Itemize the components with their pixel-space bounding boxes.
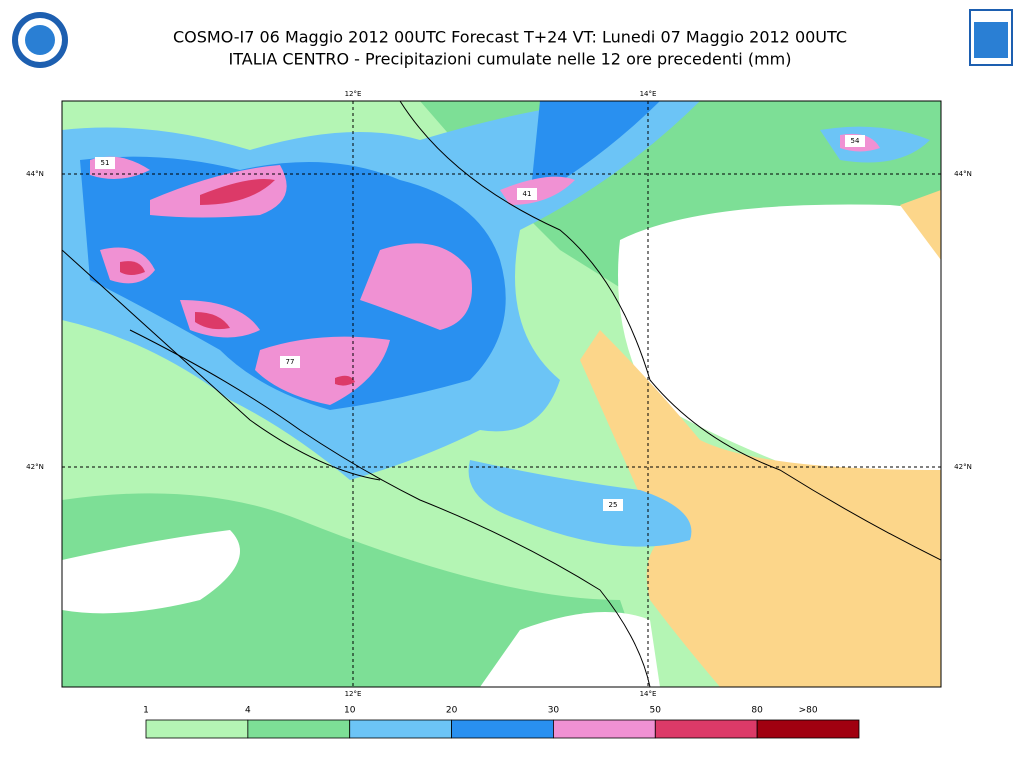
legend-swatch (451, 719, 554, 739)
maximum-label: 77 (286, 358, 295, 366)
legend-swatch (349, 719, 452, 739)
maximum-box (517, 188, 537, 200)
subtitle: ITALIA CENTRO - Precipitazioni cumulate … (229, 50, 792, 69)
map-frame (61, 100, 942, 688)
legend-swatch (247, 719, 351, 739)
legend-tick-label: 30 (548, 706, 560, 716)
maximum-box (95, 157, 115, 169)
precip-field (62, 101, 941, 687)
logo-left (12, 12, 68, 68)
lon-label: 12°E (345, 90, 362, 98)
lat-label: 44°N (26, 170, 44, 178)
lon-label: 14°E (640, 690, 657, 698)
maximum-box (603, 499, 623, 511)
maximum-label: 54 (851, 137, 860, 145)
legend-over-label: >80 (799, 706, 818, 716)
logo-right (969, 9, 1013, 66)
lat-label: 42°N (954, 463, 972, 471)
legend-tick-label: 20 (446, 706, 458, 716)
lat-label: 44°N (954, 170, 972, 178)
lat-label: 42°N (26, 463, 44, 471)
maximum-label: 51 (101, 159, 110, 167)
title: COSMO-I7 06 Maggio 2012 00UTC Forecast T… (173, 28, 847, 47)
legend-tick-label: 4 (245, 706, 251, 716)
legend-tick-label: 1 (143, 706, 149, 716)
maximum-box (280, 356, 300, 368)
legend-tick-label: 80 (751, 706, 763, 716)
lon-label: 12°E (345, 690, 362, 698)
legend-swatch (553, 719, 656, 739)
legend-tick-label: 50 (650, 706, 662, 716)
legend-swatch (654, 719, 758, 739)
legend-tick-label: 10 (344, 706, 356, 716)
lon-label: 14°E (640, 90, 657, 98)
maximum-label: 41 (523, 190, 532, 198)
legend-swatch (145, 719, 249, 739)
maximum-box (845, 135, 865, 147)
legend-swatch (756, 719, 860, 739)
maximum-label: 25 (609, 501, 618, 509)
